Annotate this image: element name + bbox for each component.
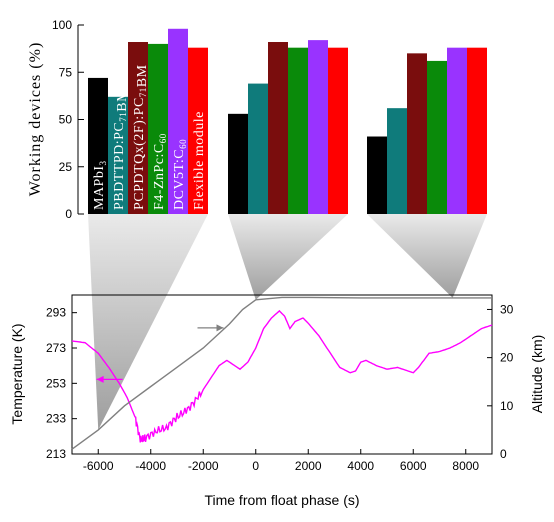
bar-4-0 [168, 28, 188, 215]
bar-y-tick-label: 0 [65, 207, 72, 221]
line-right-tick-label: 10 [500, 399, 514, 413]
series-label-5: Flexible module [192, 111, 207, 210]
axis-arrow-head-1 [216, 324, 224, 332]
line-series [71, 296, 493, 450]
line-chart: -6000 -4000 -2000 0 2000 4000 6000 8000 2132332… [9, 294, 545, 508]
line-x-tick-label: 6000 [400, 459, 427, 473]
line-x-tick-label: 2000 [295, 459, 322, 473]
series-label-3: F4-ZnPc:C60 [152, 133, 168, 210]
bar-y-tick-label: 25 [59, 160, 73, 174]
line-right-y-axis-label: Altitude (km) [529, 335, 545, 414]
series-label-0: MAPbI3 [92, 160, 108, 210]
series-line-altitude [71, 296, 492, 450]
line-x-tick-label: 4000 [347, 459, 374, 473]
line-arrows [96, 324, 224, 383]
line-x-tick-label: 8000 [452, 459, 479, 473]
bar-5-1 [328, 47, 348, 215]
line-left-tick-label: 233 [46, 412, 66, 426]
bar-3-1 [288, 47, 308, 215]
bar-0-1 [228, 113, 248, 214]
bar-series-labels: MAPbI3 PBDTTPD:PC71BM PCPDTQx(2F):PC71BMF4… [92, 64, 207, 210]
line-right-tick-label: 30 [500, 302, 514, 316]
bar-series [88, 28, 487, 215]
bar-y-tick-label: 100 [52, 18, 72, 32]
series-line-temperature [71, 309, 493, 443]
series-label-1: PBDTTPD:PC71BM [112, 89, 130, 210]
zoom-cone-1 [228, 214, 348, 300]
line-right-tick-label: 0 [500, 447, 507, 461]
bar-0-2 [367, 136, 387, 214]
line-x-tick-label: -2000 [188, 459, 219, 473]
bar-3-2 [427, 60, 447, 214]
bar-y-axis-label: Working devices (%) [27, 42, 44, 197]
bar-y-tick-label: 75 [59, 65, 73, 79]
line-x-ticks: -6000 -4000 -2000 0 2000 4000 6000 8000 [83, 449, 479, 473]
bar-y-axis: 0 25 50 75 100 Working devices (%) [27, 18, 84, 221]
bar-y-ticks: 0 25 50 75 100 [52, 18, 84, 221]
series-label-4: DCV5T:C60 [172, 139, 188, 210]
bar-2-0 [128, 42, 148, 215]
bar-5-2 [467, 47, 487, 215]
bar-2-2 [407, 53, 427, 214]
line-left-tick-label: 293 [46, 306, 66, 320]
zoom-cone-0 [88, 214, 208, 430]
bar-1-1 [248, 83, 268, 214]
line-right-tick-label: 20 [500, 351, 514, 365]
line-left-tick-label: 273 [46, 341, 66, 355]
bar-5-0 [188, 47, 208, 215]
bar-y-tick-label: 50 [59, 113, 73, 127]
zoom-cone-2 [367, 214, 487, 298]
bar-4-1 [308, 40, 328, 215]
axis-arrow-head-0 [96, 375, 104, 383]
line-x-tick-label: -6000 [83, 459, 114, 473]
line-right-y-ticks: 0 10 20 30 [487, 302, 514, 461]
bar-1-2 [387, 108, 407, 214]
bar-4-2 [447, 47, 467, 215]
bar-2-1 [268, 42, 288, 215]
line-left-y-ticks: 213 233 253 273 293 [46, 306, 77, 461]
line-left-y-axis-label: Temperature (K) [9, 323, 25, 424]
bar-0-0 [88, 77, 108, 214]
zoom-cones [88, 214, 487, 430]
bar-1-0 [108, 96, 128, 214]
line-left-tick-label: 253 [46, 376, 66, 390]
line-x-tick-label: -4000 [135, 459, 166, 473]
line-left-tick-label: 213 [46, 447, 66, 461]
line-x-axis-label: Time from float phase (s) [204, 492, 359, 508]
bar-3-0 [148, 43, 168, 215]
line-x-tick-label: 0 [252, 459, 259, 473]
bar-chart: 0 25 50 75 100 Working devices (%) MAPbI3 PBD… [27, 18, 487, 221]
series-label-2: PCPDTQx(2F):PC71BM [132, 64, 150, 210]
